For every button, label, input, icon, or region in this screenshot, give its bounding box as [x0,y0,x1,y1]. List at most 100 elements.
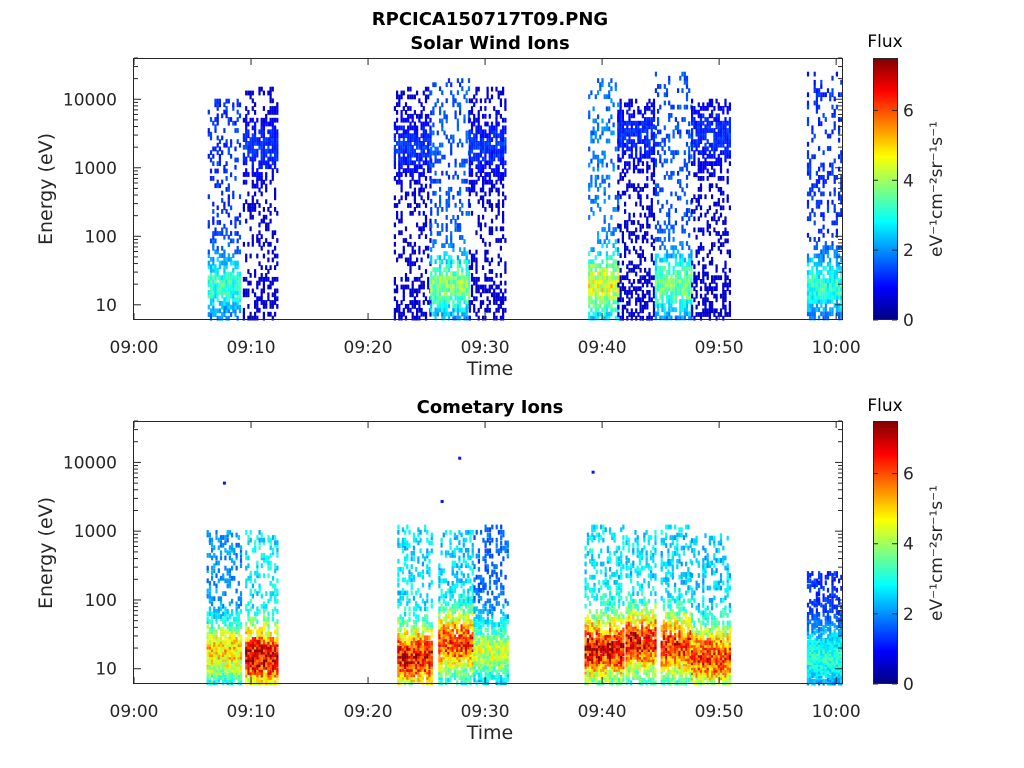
spectrogram-cell [592,247,595,252]
spectrogram-cell [217,665,220,670]
spectrogram-cell [592,291,595,297]
spectrogram-cell [497,296,500,302]
spectrogram-cell [831,265,834,271]
spectrogram-cell [209,267,213,273]
spectrogram-cell [443,291,446,297]
spectrogram-cell [454,98,457,104]
spectrogram-cell [215,659,218,665]
spectrogram-cell [484,207,487,212]
spectrogram-cell [249,662,252,668]
spectrogram-cell [657,129,660,135]
spectrogram-cell [226,578,229,584]
spectrogram-cell [218,146,221,152]
spectrogram-cell [646,117,649,122]
spectrogram-cell [599,303,602,309]
spectrogram-cell [614,299,617,305]
spectrogram-cell [256,662,259,668]
spectrogram-cell [690,212,693,217]
spectrogram-cell [495,113,498,119]
spectrogram-cell [461,235,464,240]
spectrogram-cell [504,261,507,267]
spectrogram-cell [214,275,217,281]
spectrogram-cell [271,642,275,647]
spectrogram-cell [269,156,272,162]
spectrogram-cell [824,315,827,321]
spectrogram-cell [822,257,825,263]
spectrogram-cell [713,146,716,152]
spectrogram-cell [477,86,480,92]
spectrogram-cell [608,138,611,144]
spectrogram-cell [652,150,656,155]
spectrogram-cell [648,153,651,159]
spectrogram-cell [605,174,608,180]
spectrogram-cell [251,603,254,609]
spectrogram-cell [599,311,602,317]
spectrogram-cell [826,208,830,213]
spectrogram-cell [652,102,656,108]
spectrogram-cell [477,222,480,228]
spectrogram-cell [833,125,836,131]
spectrogram-cell [249,591,252,596]
spectrogram-cell [247,637,250,642]
spectrogram-cell [208,598,211,604]
spectrogram-cell [430,90,433,96]
spectrogram-cell [650,198,653,203]
spectrogram-cell [258,176,261,181]
spectrogram-cell [274,144,277,150]
spectrogram-cell [407,261,410,267]
spectrogram-cell [450,186,453,192]
spectrogram-cell [479,98,482,104]
spectrogram-cell [427,160,430,166]
spectrogram-cell [215,530,218,535]
spectrogram-cell [221,179,224,185]
spectrogram-cell [693,227,696,233]
spectrogram-cell [407,304,410,309]
spectrogram-cell [239,591,243,596]
spectrogram-cell [811,290,814,296]
spectrogram-cell [717,201,720,207]
spectrogram-cell [213,662,216,668]
spectrogram-cell [688,274,691,279]
spectrogram-cell [621,168,624,174]
spectrogram-cell [225,161,228,166]
spectrogram-cell [225,264,228,270]
spectrogram-cell [409,179,412,185]
spectrogram-cell [424,156,428,162]
spectrogram-cell [639,260,642,266]
spectrogram-cell [271,137,274,142]
spectrogram-cell [217,606,220,612]
spectrogram-cell [427,113,430,119]
spectrogram-cell [818,237,821,242]
spectrogram-cell [695,234,698,240]
spectrogram-cell [690,270,693,275]
spectrogram-cell [475,191,478,197]
spectrogram-cell [267,670,270,675]
spectrogram-cell [646,150,649,155]
spectrogram-cell [413,191,416,197]
spectrogram-cell [592,279,595,285]
spectrogram-cell [815,183,818,189]
spectrogram-cell [652,106,656,111]
spectrogram-cell [813,245,816,251]
spectrogram-cell [468,300,471,305]
spectrogram-cell [659,265,662,271]
spectrogram-cell [249,606,252,612]
spectrogram-cell [461,178,464,184]
spectrogram-cell [242,276,245,282]
spectrogram-cell [400,276,403,282]
spectrogram-cell [668,175,671,180]
spectrogram-cell [216,245,219,251]
spectrogram-cell [702,256,705,262]
spectrogram-cell [463,295,466,301]
spectrogram-cell [672,154,675,160]
spectrogram-cell [822,224,825,230]
spectrogram-cell [235,647,238,652]
spectrogram-cell [477,141,480,146]
spectrogram-cell [665,299,669,304]
spectrogram-cell [467,78,471,83]
spectrogram-cell [495,125,498,131]
spectrogram-cell [693,286,696,292]
spectrogram-cell [420,152,423,158]
spectrogram-cell [269,304,272,309]
spectrogram-cell [677,88,680,93]
